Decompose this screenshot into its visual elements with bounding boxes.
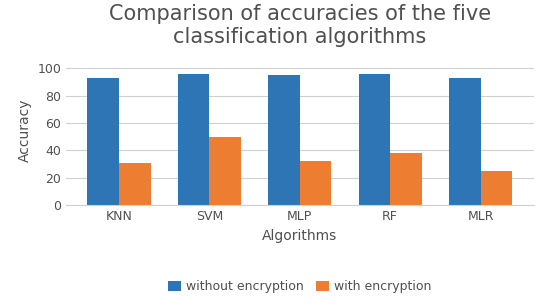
Bar [481, 171, 512, 205]
Bar [210, 137, 241, 205]
X-axis label: Algorithms: Algorithms [262, 229, 337, 243]
Bar [268, 75, 300, 205]
Bar [87, 78, 119, 205]
Bar [119, 163, 151, 205]
Y-axis label: Accuracy: Accuracy [18, 98, 32, 162]
Bar [178, 74, 210, 205]
Bar [390, 153, 422, 205]
Bar [359, 74, 390, 205]
Title: Comparison of accuracies of the five
classification algorithms: Comparison of accuracies of the five cla… [109, 4, 491, 47]
Bar [300, 162, 332, 205]
Bar [449, 78, 481, 205]
Legend: without encryption, with encryption: without encryption, with encryption [163, 275, 436, 298]
